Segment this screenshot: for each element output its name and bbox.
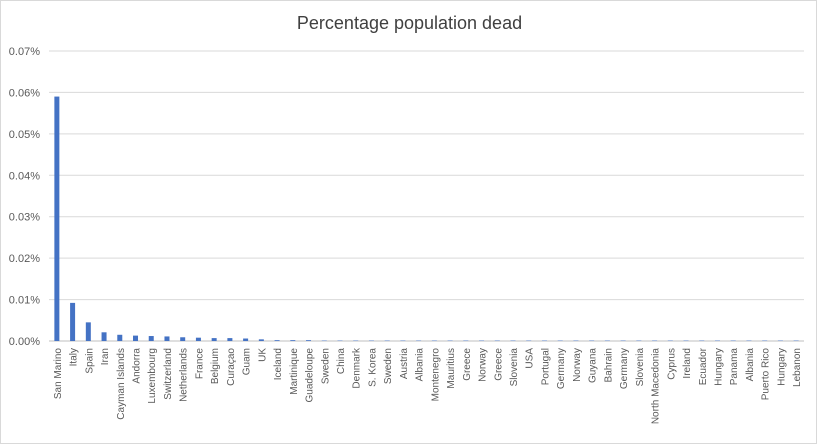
- x-tick-label: Guyana: [588, 348, 599, 383]
- y-tick-label: 0.01%: [9, 295, 40, 307]
- x-tick-label: Puerto Rico: [761, 348, 772, 401]
- x-tick-label: Germany: [556, 348, 567, 389]
- bar: [227, 338, 232, 341]
- bar: [243, 339, 248, 341]
- x-tick-label: USA: [525, 348, 536, 369]
- bar: [86, 322, 91, 341]
- x-tick-label: Hungary: [713, 348, 724, 386]
- x-tick-label: S. Korea: [367, 348, 378, 387]
- x-tick-label: Ecuador: [698, 347, 709, 385]
- x-tick-label: Hungary: [776, 348, 787, 386]
- y-tick-label: 0.07%: [9, 46, 40, 58]
- x-tick-label: North Macedonia: [651, 348, 662, 425]
- x-tick-label: Portugal: [540, 348, 551, 385]
- bar: [117, 335, 122, 341]
- bar: [275, 340, 280, 341]
- bar: [180, 337, 185, 341]
- x-tick-label: Lebanon: [792, 348, 803, 387]
- y-tick-label: 0.00%: [9, 336, 40, 348]
- y-tick-label: 0.04%: [9, 170, 40, 182]
- x-tick-label: Panama: [729, 348, 740, 386]
- x-tick-label: Spain: [84, 348, 95, 374]
- x-tick-label: Bahrain: [603, 348, 614, 382]
- x-tick-label: Cyprus: [666, 348, 677, 380]
- x-tick-label: Switzerland: [163, 348, 174, 400]
- bar: [212, 338, 217, 341]
- x-tick-label: France: [194, 348, 205, 380]
- x-tick-label: Slovenia: [635, 348, 646, 387]
- x-tick-label: Guadeloupe: [305, 348, 316, 403]
- x-tick-label: Iran: [100, 348, 111, 365]
- x-tick-label: Ireland: [682, 348, 693, 379]
- bar: [259, 339, 264, 341]
- x-tick-label: Slovenia: [509, 348, 520, 387]
- y-tick-label: 0.06%: [9, 87, 40, 99]
- bar: [290, 340, 295, 341]
- x-tick-label: Andorra: [132, 348, 143, 384]
- bar: [54, 97, 59, 341]
- x-tick-label: Sweden: [383, 348, 394, 384]
- x-tick-label: Albania: [415, 348, 426, 382]
- x-tick-label: Denmark: [352, 347, 363, 389]
- x-tick-label: Cayman Islands: [116, 348, 127, 420]
- y-tick-label: 0.02%: [9, 253, 40, 265]
- x-tick-label: Mauritius: [446, 348, 457, 389]
- x-tick-label: Italy: [69, 348, 80, 366]
- bar: [149, 336, 154, 341]
- x-tick-label: UK: [257, 348, 268, 362]
- x-tick-label: Martinique: [289, 348, 300, 395]
- bar: [196, 338, 201, 341]
- x-tick-label: Sweden: [320, 348, 331, 384]
- y-tick-label: 0.05%: [9, 129, 40, 141]
- x-tick-label: China: [336, 348, 347, 375]
- bar: [164, 336, 169, 341]
- x-tick-label: Greece: [462, 348, 473, 381]
- x-tick-label: Iceland: [273, 348, 284, 380]
- y-tick-label: 0.03%: [9, 212, 40, 224]
- bar: [306, 340, 311, 341]
- x-tick-label: Norway: [572, 348, 583, 382]
- x-tick-label: Curaçao: [226, 348, 237, 386]
- x-tick-label: Guam: [242, 348, 253, 375]
- x-tick-label: San Marino: [53, 348, 64, 400]
- x-tick-label: Luxembourg: [147, 348, 158, 404]
- x-tick-label: Austria: [399, 348, 410, 380]
- bar: [70, 303, 75, 341]
- x-tick-label: Greece: [493, 348, 504, 381]
- bar: [102, 332, 107, 341]
- bar: [133, 336, 138, 341]
- x-tick-label: Albania: [745, 348, 756, 382]
- x-tick-label: Norway: [478, 348, 489, 382]
- x-tick-label: Netherlands: [179, 348, 190, 402]
- x-tick-label: Germany: [619, 348, 630, 389]
- x-tick-label: Belgium: [210, 348, 221, 384]
- x-tick-label: Montenegro: [430, 348, 441, 402]
